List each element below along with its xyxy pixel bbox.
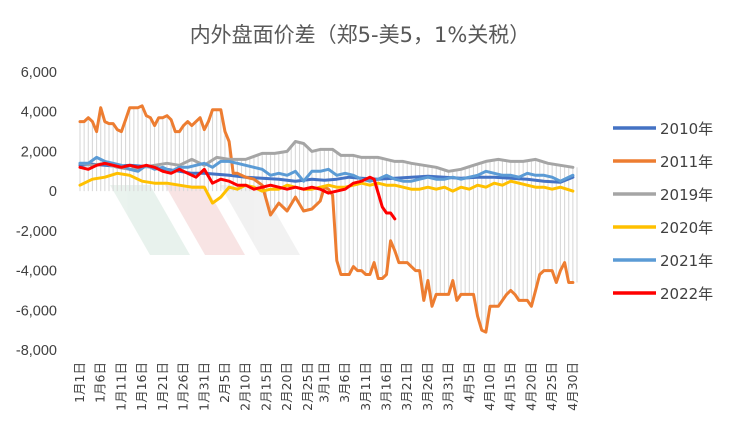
x-tick-label: 3月11日 [358,362,373,411]
x-tick-label: 3月21日 [399,362,414,411]
x-tick-label: 1月6日 [93,362,108,403]
y-tick-label: 0 [49,184,57,200]
x-tick-label: 4月10日 [482,362,497,411]
legend-label: 2011年 [660,153,713,171]
x-tick-label: 1月26日 [176,362,191,411]
x-tick-label: 2月20日 [279,362,294,411]
x-tick-label: 4月20日 [523,362,538,411]
x-tick-label: 4月5日 [461,362,476,403]
series-lines [78,104,575,334]
series-line-2022年 [78,161,397,221]
series-line-2011年 [78,104,575,334]
legend-label: 2019年 [660,186,713,204]
y-tick-label: 6,000 [21,65,57,81]
legend-label: 2022年 [660,285,713,303]
x-tick-label: 2月5日 [217,362,232,403]
x-tick-label: 2月15日 [258,362,273,411]
x-axis: 1月1日 1月6日 1月11日 1月16日 1月21日 1月26日 1月31日 2月5日 2月1… [72,362,580,411]
watermark-shape-gray [220,185,300,255]
legend-label: 2021年 [660,252,713,270]
legend: 2010年 2011年 2019年 2020年 2021年 2022年 [613,120,713,303]
x-tick-label: 3月6日 [337,362,352,403]
legend-label: 2020年 [660,219,713,237]
x-tick-label: 1月11日 [113,362,128,411]
x-tick-label: 2月10日 [238,362,253,411]
watermark-shape-red [165,185,245,255]
watermark-shape-green [110,185,190,255]
y-tick-label: -2,000 [16,224,57,240]
x-tick-label: 3月31日 [441,362,456,411]
x-tick-label: 3月1日 [316,362,331,403]
y-tick-label: -8,000 [16,343,57,359]
y-tick-label: 4,000 [21,105,57,121]
x-tick-label: 1月21日 [155,362,170,411]
x-tick-label: 4月30日 [565,362,580,411]
y-tick-label: 2,000 [21,144,57,160]
chart-title: 内外盘面价差（郑5-美5，1%关税） [190,23,531,47]
x-tick-label: 3月26日 [420,362,435,411]
x-tick-label: 1月1日 [72,362,87,403]
series-line-2021年 [78,155,575,183]
watermark-logo [110,185,300,255]
series-line-2020年 [78,171,575,205]
x-tick-label: 2月25日 [300,362,315,411]
x-tick-label: 1月31日 [196,362,211,411]
x-tick-label: 3月16日 [378,362,393,411]
x-tick-label: 1月16日 [134,362,149,411]
x-tick-label: 4月25日 [544,362,559,411]
y-tick-label: -4,000 [16,264,57,280]
x-tick-label: 4月15日 [503,362,518,411]
legend-label: 2010年 [660,120,713,138]
y-axis: 6,000 4,000 2,000 0 -2,000 -4,000 -6,000 -8,000 [16,65,57,359]
y-tick-label: -6,000 [16,303,57,319]
series-line-2019年 [78,140,575,173]
